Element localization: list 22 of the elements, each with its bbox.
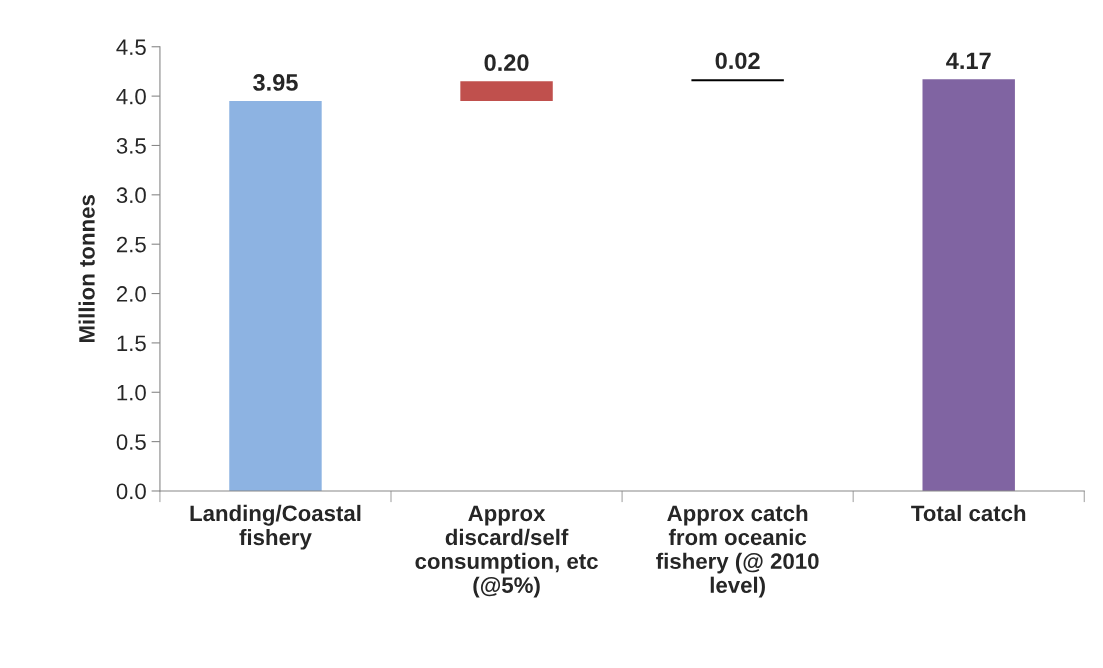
y-tick-label: 3.0 bbox=[116, 187, 146, 204]
y-tick-label: 4.5 bbox=[116, 39, 146, 56]
y-tick-label: 3.5 bbox=[116, 138, 146, 154]
x-tick-label: Total catch bbox=[911, 504, 1026, 522]
data-label: 0.02 bbox=[715, 52, 760, 70]
bar bbox=[460, 81, 553, 102]
data-label: 3.95 bbox=[253, 74, 298, 91]
y-tick-label: 1.5 bbox=[117, 335, 146, 352]
x-tick-label: Approx discard/self consumption, etc (@5%) bbox=[415, 505, 598, 598]
y-tick-label: 1.0 bbox=[117, 384, 146, 401]
bar bbox=[922, 79, 1015, 491]
y-tick-label: 2.5 bbox=[116, 236, 146, 253]
y-tick-label: 4.0 bbox=[116, 88, 146, 105]
y-tick-label: 0.5 bbox=[116, 434, 146, 450]
y-tick-label: 2.0 bbox=[116, 286, 146, 302]
y-axis-title: Million tonnes bbox=[78, 195, 95, 343]
y-tick-label: 0.0 bbox=[116, 483, 146, 500]
x-tick-label: Landing/Coastal fishery bbox=[190, 504, 361, 550]
bar bbox=[229, 101, 322, 491]
data-label: 0.20 bbox=[484, 54, 529, 72]
x-tick-label: Approx catch from oceanic fishery (@ 2010 level) bbox=[656, 504, 819, 598]
data-label: 4.17 bbox=[946, 52, 991, 69]
